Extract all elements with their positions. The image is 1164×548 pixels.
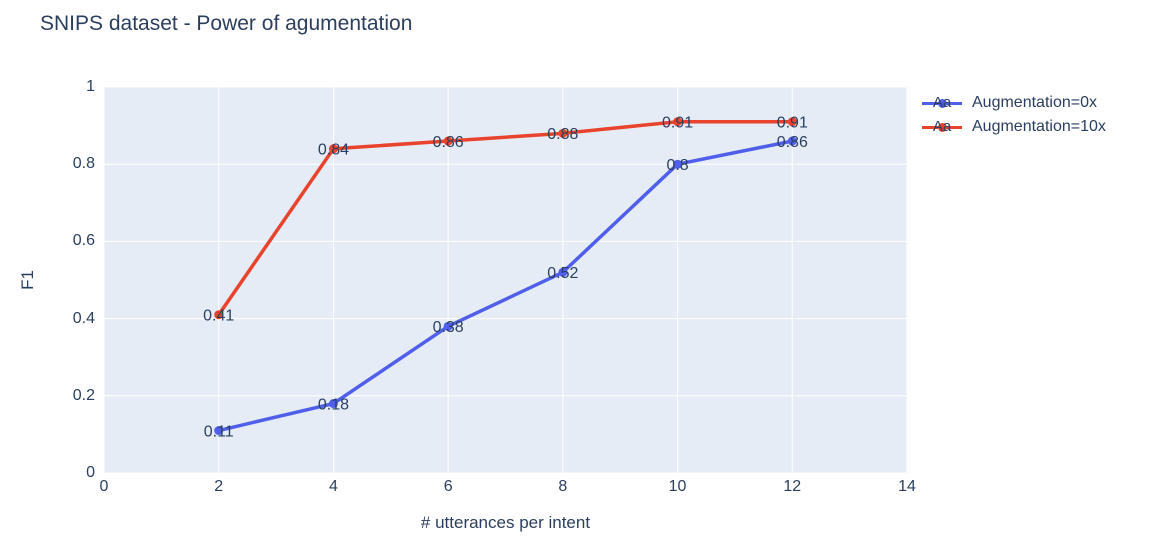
data-point-marker xyxy=(787,136,797,146)
y-tick-label: 1 xyxy=(86,78,95,95)
x-tick-label: 0 xyxy=(99,478,109,495)
x-tick-label: 4 xyxy=(328,478,338,495)
data-point-label: 0.8 xyxy=(666,157,688,174)
y-tick-label: 0.8 xyxy=(72,155,95,173)
chart-title: SNIPS dataset - Power of agumentation xyxy=(40,12,413,35)
series-line xyxy=(216,139,795,433)
data-point-marker xyxy=(558,267,568,277)
legend-line-marker-icon: Aa xyxy=(922,94,962,112)
data-point-marker xyxy=(214,426,224,436)
data-point-marker xyxy=(673,117,683,127)
y-axis-title: F1 xyxy=(18,270,37,290)
data-point-marker xyxy=(214,310,224,320)
data-point-label: 0.38 xyxy=(433,319,464,336)
legend-text-sample: Aa xyxy=(932,117,952,135)
data-point-marker xyxy=(328,399,338,409)
legend: Aa Augmentation=0x Aa Augmentation=10x xyxy=(922,91,1106,139)
legend-label: Augmentation=0x xyxy=(972,94,1097,111)
legend-marker-dot-icon xyxy=(937,122,947,132)
data-point-label: 0.86 xyxy=(433,134,464,151)
data-point-label: 0.86 xyxy=(777,134,808,151)
y-tick-label: 0.2 xyxy=(72,386,95,404)
data-point-marker xyxy=(443,321,453,331)
x-tick-label: 10 xyxy=(668,478,687,495)
data-point-label: 0.91 xyxy=(777,115,808,132)
x-tick-label: 14 xyxy=(898,478,916,495)
y-tick-label: 0 xyxy=(86,464,95,481)
plot-canvas: 0.11 0.18 0.38 0.52 0.8 0.86 0.41 0.84 0.86 0.88 0… xyxy=(103,86,908,474)
data-point-label: 0.11 xyxy=(204,423,234,440)
data-point-label: 0.84 xyxy=(318,142,349,159)
y-tick-label: 0.6 xyxy=(72,232,95,250)
x-axis-title: # utterances per intent xyxy=(420,513,591,532)
legend-entry[interactable]: Aa Augmentation=0x xyxy=(922,91,1106,115)
data-point-label: 0.91 xyxy=(662,115,693,132)
legend-marker-dot-icon xyxy=(937,98,947,108)
x-tick-label: 12 xyxy=(783,478,802,495)
data-point-marker xyxy=(787,117,797,127)
x-tick-label: 8 xyxy=(558,478,568,495)
x-tick-label: 6 xyxy=(443,478,453,495)
data-point-label: 0.88 xyxy=(547,126,578,143)
legend-text-sample: Aa xyxy=(932,93,952,111)
legend-label: Augmentation=10x xyxy=(972,118,1106,135)
legend-line-marker-icon: Aa xyxy=(922,118,962,136)
plot-area: 0.11 0.18 0.38 0.52 0.8 0.86 0.41 0.84 0.86 0.88 0… xyxy=(103,86,908,474)
series-line xyxy=(216,119,795,317)
data-point-label: 0.41 xyxy=(203,308,234,325)
data-point-marker xyxy=(443,136,453,146)
legend-entry[interactable]: Aa Augmentation=10x xyxy=(922,115,1106,139)
data-point-marker xyxy=(328,144,338,154)
y-tick-label: 0.4 xyxy=(72,309,95,327)
data-point-marker xyxy=(673,159,683,169)
data-point-marker xyxy=(558,128,568,138)
x-tick-label: 2 xyxy=(214,478,224,495)
data-point-label: 0.18 xyxy=(318,396,349,413)
data-point-label: 0.52 xyxy=(547,265,578,282)
